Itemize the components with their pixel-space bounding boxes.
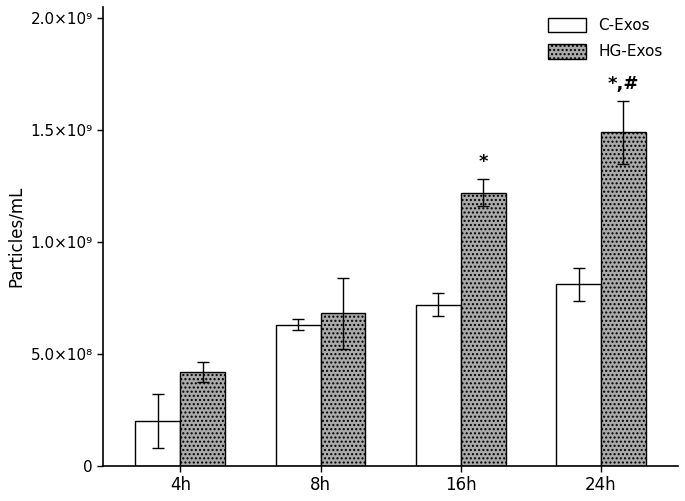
Bar	[416, 305, 461, 465]
Legend: C-Exos, HG-Exos: C-Exos, HG-Exos	[540, 10, 671, 67]
Bar	[461, 193, 506, 465]
Text: *,#: *,#	[608, 75, 639, 93]
Bar	[275, 325, 321, 465]
Bar	[321, 314, 365, 465]
Bar	[601, 132, 646, 465]
Bar	[556, 285, 601, 465]
Y-axis label: Particles/mL: Particles/mL	[7, 185, 25, 287]
Bar	[180, 372, 225, 465]
Bar	[136, 421, 180, 465]
Text: *: *	[478, 153, 488, 171]
